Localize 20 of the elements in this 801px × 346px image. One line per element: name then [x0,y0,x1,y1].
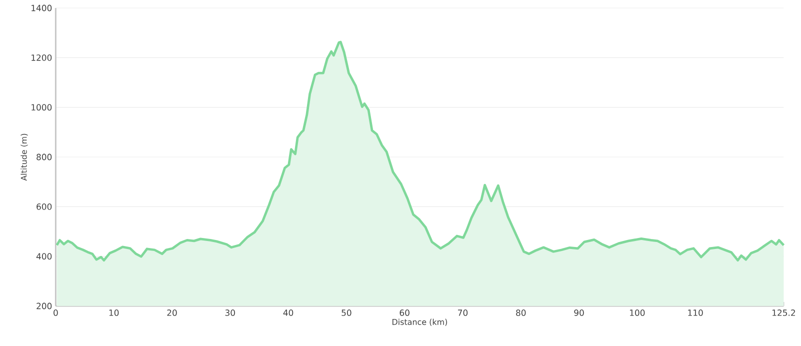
x-tick-label: 80 [516,310,526,316]
x-tick-label: 100 [630,310,645,316]
y-tick-label: 1400 [32,4,52,12]
x-tick-label: 10 [109,310,119,316]
x-tick-label: 0 [54,310,58,316]
x-tick-label: 90 [574,310,584,316]
x-tick-label: 20 [167,310,177,316]
y-tick-label: 1200 [32,54,52,61]
y-tick-label: 600 [36,203,52,210]
y-tick-label: 400 [36,253,52,260]
x-tick-label: 125.2 [772,310,795,316]
x-tick-label: 60 [400,310,410,316]
x-tick-label: 30 [225,310,235,316]
y-tick-label: 200 [36,302,52,310]
x-tick-label: 40 [283,310,294,316]
y-tick-label: 800 [36,154,52,160]
x-tick-label: 50 [342,310,352,316]
y-tick-label: 1000 [32,104,52,111]
x-tick-label: 110 [688,310,703,316]
x-tick-label: 70 [458,310,468,316]
